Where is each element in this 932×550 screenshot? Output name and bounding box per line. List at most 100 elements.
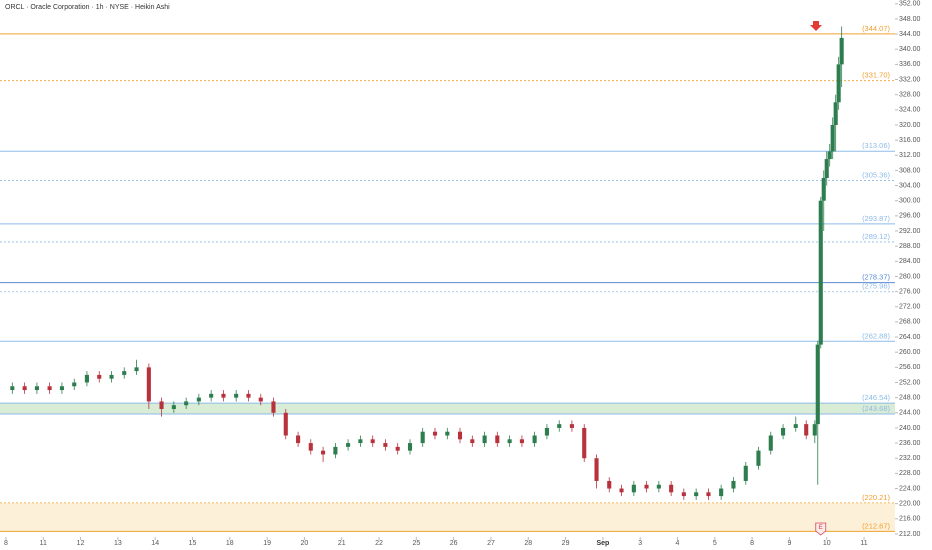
candle-body — [445, 431, 450, 436]
level-label: (262.88) — [862, 331, 890, 340]
level-label: (331.70) — [862, 71, 890, 80]
candle-body — [582, 427, 587, 459]
x-tick-label: 12 — [77, 540, 85, 547]
arrow-marker — [810, 21, 822, 31]
y-tick-label: 260.00 — [899, 349, 921, 356]
candle-body — [815, 344, 820, 425]
zone — [0, 502, 895, 532]
y-tick-label: 228.00 — [899, 470, 921, 477]
candle-body — [644, 484, 649, 489]
y-tick-label: 276.00 — [899, 288, 921, 295]
candle-body — [768, 435, 773, 451]
x-tick-label: 13 — [114, 540, 122, 547]
x-tick-label: 11 — [860, 540, 867, 547]
y-tick-label: 264.00 — [899, 334, 921, 341]
candle-body — [781, 427, 786, 436]
candle-body — [495, 435, 500, 444]
candle-body — [839, 37, 844, 65]
candle-body — [681, 492, 686, 497]
x-tick-label: 14 — [151, 540, 159, 547]
earnings-badge — [815, 522, 827, 536]
y-tick-label: 248.00 — [899, 394, 921, 401]
candle-body — [821, 177, 826, 201]
y-tick-label: 272.00 — [899, 304, 921, 311]
candle-body — [72, 382, 77, 387]
candle-body — [669, 484, 674, 493]
candle-body — [234, 393, 239, 398]
candle-body — [395, 446, 400, 451]
y-tick-label: 232.00 — [899, 455, 921, 462]
time-axis — [0, 537, 932, 550]
candle-body — [706, 492, 711, 497]
candle-body — [694, 492, 699, 497]
zone — [0, 403, 895, 414]
y-tick-label: 344.00 — [899, 31, 921, 38]
candle-body — [10, 386, 15, 391]
candle-body — [97, 374, 102, 379]
candle-body — [221, 393, 226, 398]
candle-body — [184, 401, 189, 406]
y-tick-label: 300.00 — [899, 198, 921, 205]
candle-body — [122, 371, 127, 375]
x-tick-label: 5 — [713, 540, 717, 547]
x-tick-label: 21 — [338, 540, 346, 547]
y-tick-label: 292.00 — [899, 228, 921, 235]
candle-body — [836, 64, 841, 103]
x-tick-label: 22 — [375, 540, 383, 547]
x-tick-label: 25 — [412, 540, 420, 547]
candle-body — [171, 405, 176, 409]
chart-title: ORCL · Oracle Corporation · 1h · NYSE · … — [5, 4, 170, 11]
y-tick-label: 212.00 — [899, 531, 921, 538]
level-label: (246.54) — [862, 393, 890, 402]
x-tick-label: 11 — [40, 540, 47, 547]
x-tick-label: 29 — [562, 540, 570, 547]
candle-body — [308, 443, 313, 451]
x-tick-label: 9 — [787, 540, 791, 547]
x-tick-label: 18 — [226, 540, 234, 547]
y-tick-label: 284.00 — [899, 258, 921, 265]
y-tick-label: 240.00 — [899, 425, 921, 432]
earnings-label: E — [819, 525, 823, 531]
level-label: (305.36) — [862, 170, 890, 179]
candle-body — [59, 386, 64, 391]
candle-body — [793, 424, 798, 428]
candle-body — [827, 151, 832, 160]
candle-body — [544, 427, 549, 436]
candle-body — [146, 367, 151, 402]
x-tick-label: 4 — [676, 540, 680, 547]
candle-body — [296, 435, 301, 444]
candle-body — [333, 446, 338, 455]
level-label: (289.12) — [862, 232, 890, 241]
y-tick-label: 252.00 — [899, 379, 921, 386]
candle-body — [818, 200, 823, 345]
y-tick-label: 296.00 — [899, 213, 921, 220]
candle-body — [84, 374, 89, 383]
level-label: (275.96) — [862, 282, 890, 291]
level-label: (278.37) — [862, 273, 890, 282]
candle-body — [383, 443, 388, 447]
y-tick-label: 216.00 — [899, 516, 921, 523]
candle-body — [731, 480, 736, 489]
x-tick-label: 15 — [189, 540, 197, 547]
y-tick-label: 220.00 — [899, 501, 921, 508]
y-tick-label: 352.00 — [899, 1, 921, 8]
candle-body — [833, 102, 838, 125]
y-tick-label: 316.00 — [899, 137, 921, 144]
candle-body — [196, 397, 201, 402]
candle-body — [830, 124, 835, 152]
y-tick-label: 288.00 — [899, 243, 921, 250]
candle-body — [457, 431, 463, 440]
level-label: (220.21) — [862, 493, 890, 502]
candle-body — [470, 439, 475, 444]
x-tick-label: 10 — [823, 540, 831, 547]
candle-body — [258, 397, 263, 402]
y-tick-label: 224.00 — [899, 485, 921, 492]
y-tick-label: 324.00 — [899, 107, 921, 114]
candle-body — [743, 465, 748, 481]
level-label: (313.06) — [862, 141, 890, 150]
candle-body — [22, 386, 27, 391]
candle-body — [519, 439, 524, 444]
candle-body — [756, 450, 761, 466]
